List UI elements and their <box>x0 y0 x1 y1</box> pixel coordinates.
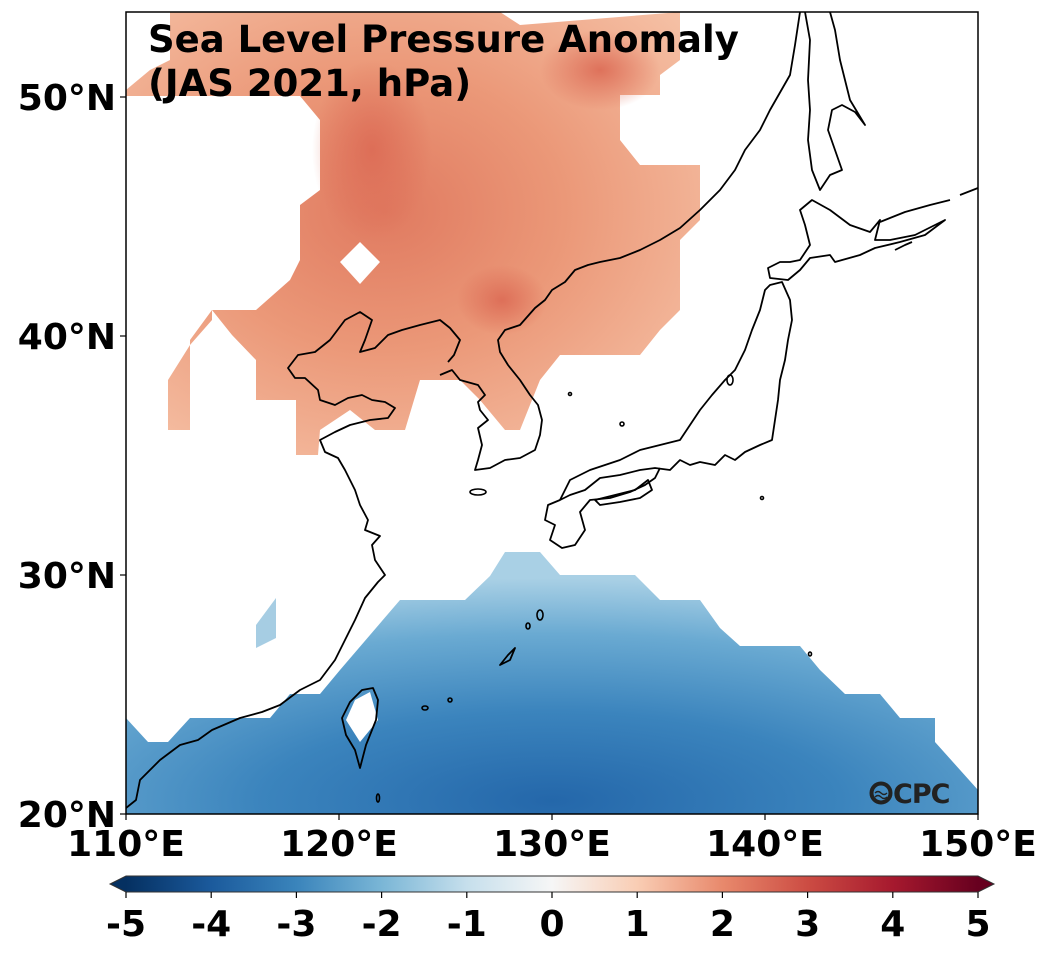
coastline-korea <box>439 12 801 471</box>
cpc-logo: CPC <box>869 779 951 810</box>
island <box>619 421 625 427</box>
island <box>536 609 544 621</box>
cpc-logo-text: CPC <box>893 779 950 810</box>
coastline-china <box>126 311 461 809</box>
island <box>567 391 573 397</box>
coastline-taiwan <box>341 687 379 769</box>
missing-data-hole <box>340 242 380 284</box>
x-tick-label: 130°E <box>493 824 611 865</box>
positive-anomaly-core <box>540 30 660 110</box>
coastline-hokkaido <box>767 199 946 281</box>
negative-anomaly-fragment <box>256 598 276 648</box>
positive-anomaly-core <box>457 265 547 335</box>
colorbar-tick-label: -3 <box>276 904 316 945</box>
x-tick-label: 150°E <box>919 824 1037 865</box>
colorbar-tick-label: -2 <box>362 904 402 945</box>
colorbar-ticks: -5 -4 -3 -2 -1 0 1 2 3 4 5 <box>106 892 991 945</box>
colorbar-tick-label: 2 <box>710 904 735 945</box>
coastline-kyushu <box>544 467 661 549</box>
coastline-kuril <box>894 241 913 251</box>
colorbar-tick-label: 1 <box>625 904 650 945</box>
y-tick-label: 40°N <box>18 317 116 358</box>
y-tick-label: 30°N <box>18 556 116 597</box>
positive-anomaly-core <box>312 60 432 240</box>
coastline-sakhalin <box>804 12 866 191</box>
y-axis: 20°N 30°N 40°N 50°N <box>18 78 126 836</box>
colorbar-extend-high <box>978 876 994 892</box>
x-tick-label: 120°E <box>280 824 398 865</box>
x-tick-label: 110°E <box>67 824 185 865</box>
wave-icon <box>874 790 888 800</box>
y-tick-label: 20°N <box>18 795 116 836</box>
colorbar-tick-label: 5 <box>965 904 990 945</box>
coastline-honshu <box>559 281 793 501</box>
map-title-line1: Sea Level Pressure Anomaly <box>148 18 739 61</box>
island-jeju <box>469 488 487 496</box>
coastlines <box>126 12 978 809</box>
island <box>447 697 453 703</box>
colorbar: -5 -4 -3 -2 -1 0 1 2 3 4 5 <box>106 875 996 945</box>
colorbar-tick-label: -4 <box>191 904 231 945</box>
colorbar-body <box>126 876 978 892</box>
negative-anomaly-region <box>126 552 978 814</box>
missing-data-hole <box>346 692 378 742</box>
cpc-logo-icon <box>869 781 893 805</box>
map-title-line2: (JAS 2021, hPa) <box>148 62 471 105</box>
colorbar-tick-label: 4 <box>880 904 905 945</box>
island <box>375 793 381 803</box>
island <box>807 651 813 657</box>
positive-anomaly-region <box>126 12 700 455</box>
coastline-shikoku <box>594 479 653 506</box>
anomaly-field <box>126 12 978 814</box>
island <box>421 705 429 711</box>
island-okinawa <box>499 647 516 666</box>
island <box>759 495 765 501</box>
island <box>525 622 531 630</box>
coastline-kuril <box>879 187 978 223</box>
colorbar-tick-label: 0 <box>539 904 564 945</box>
colorbar-extend-low <box>110 876 126 892</box>
x-axis: 110°E 120°E 130°E 140°E 150°E <box>67 814 1037 865</box>
colorbar-tick-label: -1 <box>447 904 487 945</box>
colorbar-tick-label: 3 <box>795 904 820 945</box>
colorbar-tick-label: -5 <box>106 904 146 945</box>
island <box>726 374 734 386</box>
x-tick-label: 140°E <box>706 824 824 865</box>
y-tick-label: 50°N <box>18 78 116 119</box>
